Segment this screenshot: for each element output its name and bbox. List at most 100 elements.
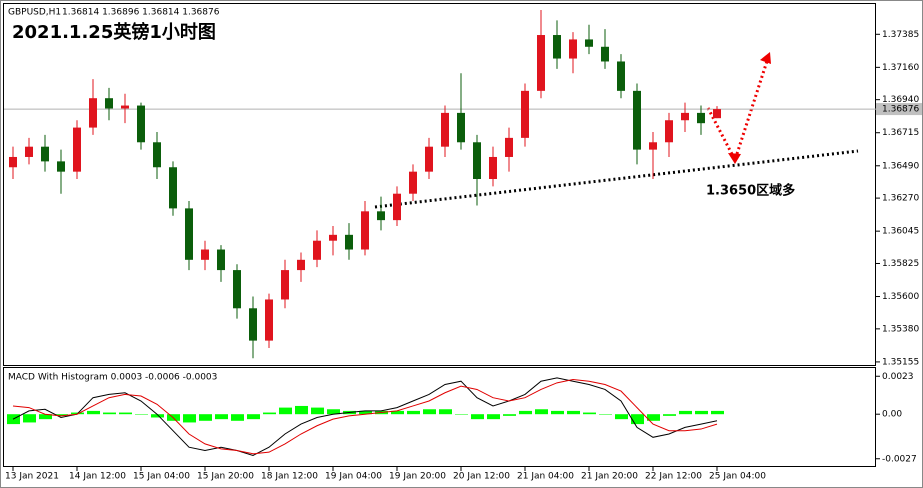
candle-body xyxy=(553,35,561,59)
histogram-bar xyxy=(439,409,452,415)
y-tick-label: 0.0023 xyxy=(882,372,914,382)
histogram-bar xyxy=(295,405,308,415)
chart-title: 2021.1.25英镑1小时图 xyxy=(12,21,216,43)
candle-body xyxy=(281,270,289,300)
histogram-bar xyxy=(583,412,596,415)
candle-body xyxy=(441,112,449,147)
ohlc-header: 1.36814 1.36896 1.36814 1.36876 xyxy=(62,8,220,18)
candle-body xyxy=(265,299,273,341)
x-tick-label: 18 Jan 12:00 xyxy=(261,472,318,482)
candle-body xyxy=(713,109,721,119)
histogram-bar xyxy=(359,410,372,415)
candle-body xyxy=(201,249,209,260)
y-tick-label: 1.35155 xyxy=(882,357,919,367)
candle-body xyxy=(329,234,337,241)
candle-body xyxy=(105,98,113,109)
candle-body xyxy=(665,120,673,143)
current-price-box xyxy=(876,103,922,116)
histogram-bar xyxy=(119,412,132,415)
candle-body xyxy=(505,137,513,157)
candle-body xyxy=(585,39,593,47)
histogram-bar xyxy=(39,414,52,420)
y-tick-label: 1.36940 xyxy=(882,95,919,105)
histogram-bar xyxy=(711,410,724,415)
candle-body xyxy=(537,35,545,91)
macd-line xyxy=(12,377,718,456)
histogram-bar xyxy=(551,410,564,415)
macd-title: MACD With Histogram 0.0003 -0.0006 -0.00… xyxy=(8,373,217,383)
candle-body xyxy=(617,61,625,91)
candle-body xyxy=(425,146,433,172)
candle-body xyxy=(233,270,241,309)
candle-body xyxy=(73,127,81,172)
y-tick-label: 1.36045 xyxy=(882,227,919,237)
y-tick-label: 1.36490 xyxy=(882,161,919,171)
histogram-bar xyxy=(199,414,212,421)
x-tick-label: 13 Jan 2021 xyxy=(5,472,59,482)
histogram-bar xyxy=(391,410,404,415)
histogram-bar xyxy=(407,410,420,415)
candle-body xyxy=(9,156,17,168)
candle-body xyxy=(377,211,385,221)
candle-body xyxy=(25,146,33,157)
histogram-bar xyxy=(599,414,612,415)
candle-body xyxy=(681,112,689,121)
candle-body xyxy=(297,259,305,271)
x-tick-label: 15 Jan 04:00 xyxy=(133,472,190,482)
candle-body xyxy=(137,105,145,143)
candle-body xyxy=(697,112,705,124)
forecast-arrow xyxy=(706,57,770,164)
histogram-bar xyxy=(247,414,260,420)
histogram-bar xyxy=(535,409,548,415)
candle-body xyxy=(169,167,177,209)
histogram-bar xyxy=(263,412,276,415)
candle-body xyxy=(313,240,321,260)
y-tick-label: 1.37385 xyxy=(882,30,919,40)
x-tick-label: 21 Jan 20:00 xyxy=(581,472,638,482)
histogram-bar xyxy=(23,414,36,423)
x-tick-label: 22 Jan 12:00 xyxy=(645,472,702,482)
y-tick-label: 1.35380 xyxy=(882,324,919,334)
y-tick-label: -0.0027 xyxy=(882,454,917,464)
histogram-bar xyxy=(695,410,708,415)
histogram-bar xyxy=(631,414,644,425)
x-tick-label: 15 Jan 20:00 xyxy=(197,472,254,482)
candle-body xyxy=(217,249,225,271)
histogram-bar xyxy=(663,414,676,416)
histogram-bar xyxy=(647,414,660,421)
y-tick-label: 1.37160 xyxy=(882,63,919,73)
current-price-label: 1.36876 xyxy=(882,105,919,115)
histogram-bar xyxy=(679,410,692,415)
candle-body xyxy=(473,142,481,180)
histogram-bar xyxy=(135,414,148,415)
y-tick-label: 1.36715 xyxy=(882,128,919,138)
macd-line xyxy=(12,379,718,455)
candle-body xyxy=(409,171,417,194)
candle-body xyxy=(41,146,49,162)
candle-body xyxy=(345,234,353,250)
candle-body xyxy=(489,156,497,180)
histogram-bar xyxy=(567,410,580,415)
histogram-bar xyxy=(231,414,244,421)
x-tick-label: 19 Jan 04:00 xyxy=(325,472,382,482)
candle-body xyxy=(601,46,609,62)
y-tick-label: 0.00 xyxy=(882,410,902,420)
histogram-bar xyxy=(311,407,324,415)
histogram-bar xyxy=(151,414,164,418)
histogram-bar xyxy=(471,414,484,420)
x-tick-label: 19 Jan 20:00 xyxy=(389,472,446,482)
candle-body xyxy=(249,308,257,341)
symbol: GBPUSD,H1 xyxy=(8,8,61,18)
histogram-bar xyxy=(487,414,500,420)
histogram-bar xyxy=(55,414,68,416)
candle-body xyxy=(121,105,129,109)
candle-body xyxy=(153,142,161,168)
histogram-bar xyxy=(503,414,516,416)
x-tick-label: 21 Jan 04:00 xyxy=(517,472,574,482)
candle-body xyxy=(393,193,401,221)
candle-body xyxy=(633,90,641,150)
candle-body xyxy=(185,208,193,260)
x-tick-label: 20 Jan 12:00 xyxy=(453,472,510,482)
histogram-bar xyxy=(519,410,532,415)
candle-body xyxy=(457,112,465,143)
